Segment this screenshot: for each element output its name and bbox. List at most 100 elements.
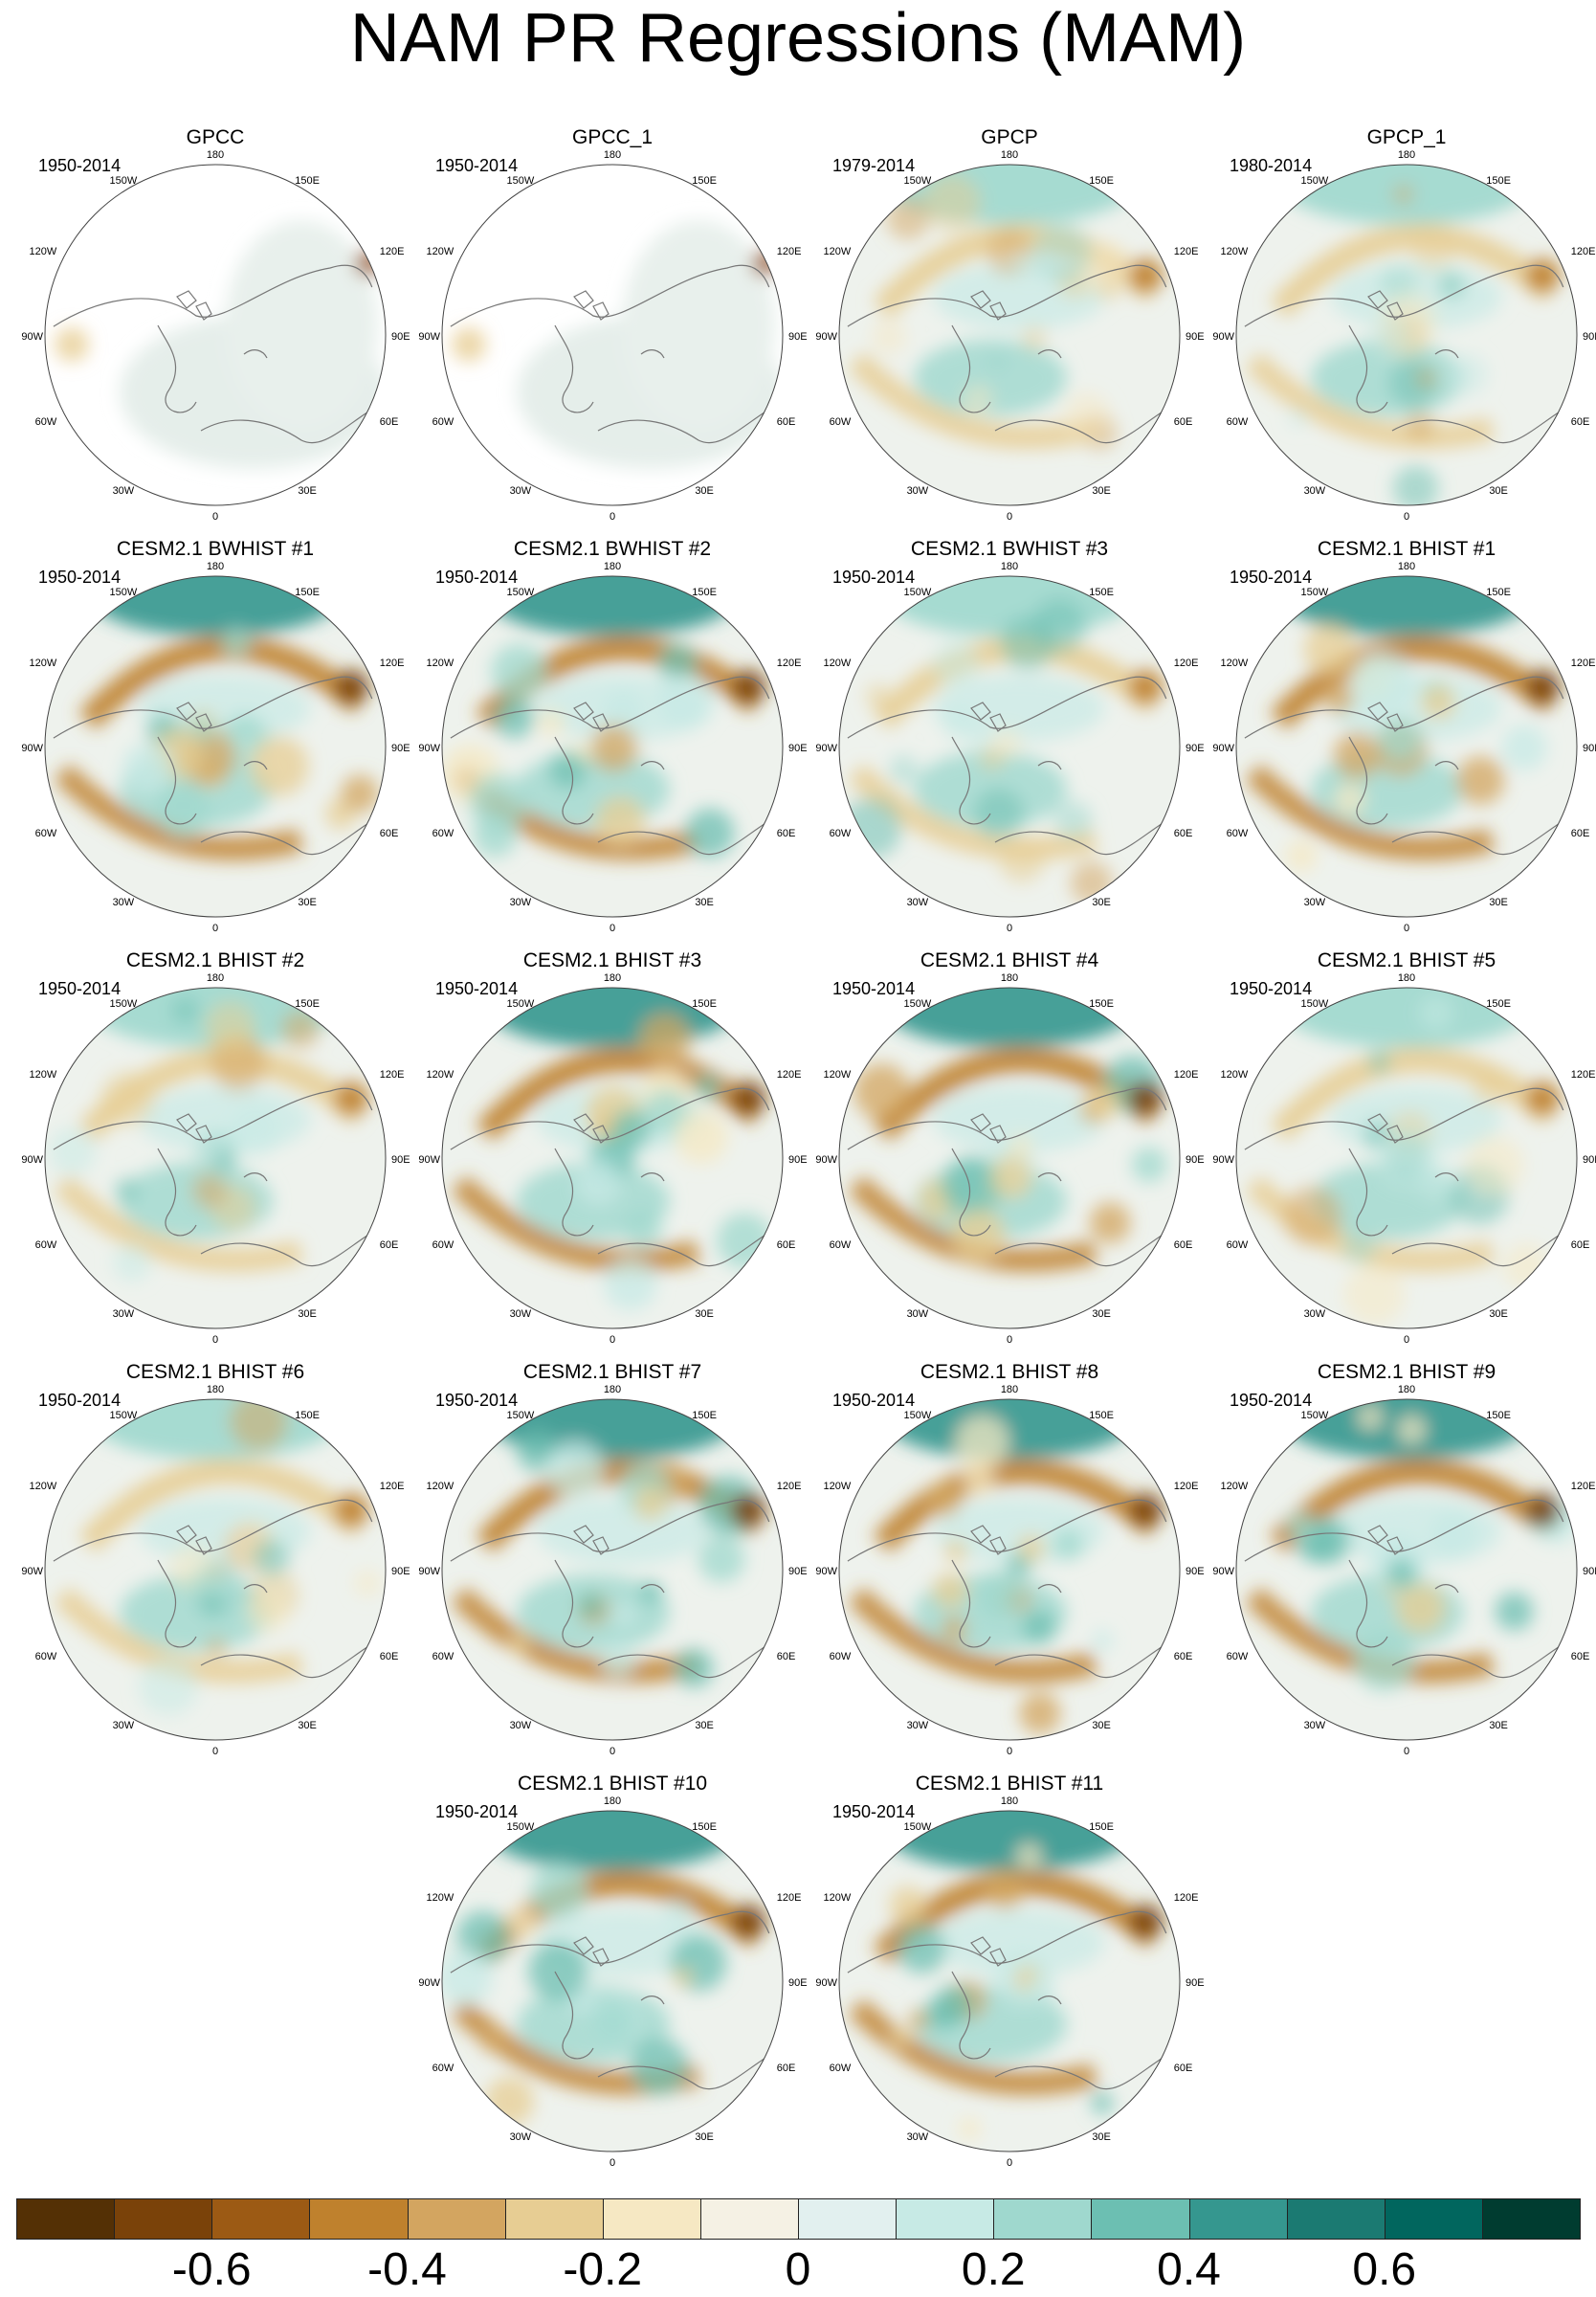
map-panel: CESM2.1 BHIST #11 1950-2014 180 0 90W 90E 150W…: [815, 1766, 1204, 2173]
map-panel: GPCC 1950-2014 180 0 90W 90E 150W 150E 120W 120E 6…: [21, 120, 410, 526]
longitude-label: 0: [609, 923, 616, 934]
longitude-label: 90E: [1186, 743, 1205, 754]
longitude-label: 30W: [112, 897, 135, 909]
longitude-label: 60W: [34, 1651, 57, 1663]
longitude-label: 180: [1000, 149, 1019, 161]
map-panel: CESM2.1 BHIST #3 1950-2014 180 0 90W 90E 150W 1…: [418, 943, 807, 1349]
longitude-label: 60W: [829, 2063, 852, 2075]
panel-title: GPCC_1: [571, 126, 654, 148]
longitude-label: 60W: [432, 1651, 454, 1663]
polar-map: [44, 1398, 387, 1741]
colorbar-swatch: [602, 2198, 701, 2240]
longitude-label: 90W: [1212, 1566, 1234, 1577]
longitude-label: 90W: [21, 1154, 43, 1166]
longitude-label: 150W: [1300, 1410, 1329, 1422]
longitude-label: 30E: [1489, 485, 1508, 498]
colorbar-swatch: [1384, 2198, 1483, 2240]
longitude-label: 180: [603, 561, 622, 572]
map-panel: CESM2.1 BHIST #7 1950-2014 180 0 90W 90E 150W 1…: [418, 1354, 807, 1761]
map-panel: CESM2.1 BHIST #10 1950-2014 180 0 90W 90E 150W…: [418, 1766, 807, 2173]
longitude-label: 90W: [21, 331, 43, 343]
longitude-label: 150W: [506, 1821, 535, 1834]
polar-map: [1235, 164, 1578, 506]
longitude-label: 150E: [692, 998, 717, 1011]
longitude-label: 150W: [506, 587, 535, 599]
longitude-label: 90E: [391, 743, 410, 754]
longitude-label: 0: [1403, 1334, 1410, 1346]
longitude-label: 30E: [1092, 485, 1111, 498]
polar-map: [838, 575, 1181, 918]
longitude-label: 0: [1006, 1746, 1013, 1757]
longitude-label: 90W: [1212, 743, 1234, 754]
longitude-label: 120W: [29, 1069, 57, 1082]
longitude-label: 90E: [1186, 1977, 1205, 1989]
longitude-label: 90W: [815, 1977, 837, 1989]
longitude-label: 90W: [1212, 331, 1234, 343]
longitude-label: 120W: [823, 658, 852, 670]
longitude-label: 120E: [776, 658, 802, 670]
longitude-label: 90W: [815, 1566, 837, 1577]
polar-map: [44, 987, 387, 1329]
longitude-label: 120W: [29, 246, 57, 258]
colorbar-tick-label: -0.6: [171, 2244, 252, 2295]
panel-title: CESM2.1 BHIST #6: [125, 1361, 305, 1383]
longitude-label: 0: [211, 511, 219, 523]
longitude-label: 60W: [829, 1651, 852, 1663]
panel-period: 1950-2014: [435, 1802, 519, 1821]
longitude-label: 90E: [1583, 1154, 1596, 1166]
longitude-label: 120W: [1220, 1069, 1249, 1082]
longitude-label: 90E: [1583, 1566, 1596, 1577]
longitude-label: 30E: [298, 1720, 317, 1732]
longitude-label: 60E: [1570, 1651, 1590, 1663]
longitude-label: 90E: [1583, 743, 1596, 754]
longitude-label: 90E: [1186, 1566, 1205, 1577]
longitude-label: 120W: [426, 658, 454, 670]
longitude-label: 120W: [426, 246, 454, 258]
polar-map: [44, 164, 387, 506]
longitude-label: 120E: [379, 246, 405, 258]
colorbar-swatch: [114, 2198, 213, 2240]
colorbar-swatch: [1481, 2198, 1581, 2240]
longitude-label: 150E: [1486, 998, 1511, 1011]
longitude-label: 30E: [1092, 1720, 1111, 1732]
colorbar-swatch: [504, 2198, 604, 2240]
longitude-label: 60E: [379, 1651, 399, 1663]
longitude-label: 180: [1397, 149, 1416, 161]
panel-period: 1950-2014: [38, 568, 122, 587]
longitude-label: 0: [1403, 923, 1410, 934]
map-panel: GPCP 1979-2014 180 0 90W 90E 150W 150E 120W 120E 6…: [815, 120, 1204, 526]
longitude-label: 90W: [21, 1566, 43, 1577]
longitude-label: 150E: [1486, 1410, 1511, 1422]
longitude-label: 150E: [692, 1821, 717, 1834]
longitude-label: 60W: [432, 416, 454, 429]
longitude-label: 120E: [776, 1481, 802, 1493]
longitude-label: 90W: [1212, 1154, 1234, 1166]
panel-title: GPCP_1: [1366, 126, 1447, 148]
panel-period: 1950-2014: [832, 1802, 916, 1821]
longitude-label: 180: [603, 1384, 622, 1395]
longitude-label: 60E: [379, 828, 399, 840]
panel-period: 1950-2014: [435, 979, 519, 998]
panel-period: 1980-2014: [1230, 156, 1313, 175]
panel-period: 1950-2014: [832, 979, 916, 998]
longitude-label: 120W: [426, 1069, 454, 1082]
longitude-label: 30E: [1489, 897, 1508, 909]
longitude-label: 180: [1397, 561, 1416, 572]
panel-title: CESM2.1 BHIST #7: [522, 1361, 702, 1383]
panel-title: GPCC: [186, 126, 245, 148]
panel-title: CESM2.1 BHIST #3: [522, 949, 702, 971]
longitude-label: 90W: [418, 1977, 440, 1989]
longitude-label: 60E: [1173, 828, 1193, 840]
longitude-label: 30E: [695, 897, 714, 909]
longitude-label: 150W: [903, 587, 932, 599]
longitude-label: 150W: [506, 175, 535, 188]
longitude-label: 90E: [788, 1566, 808, 1577]
longitude-label: 60E: [776, 1651, 796, 1663]
longitude-label: 90W: [21, 743, 43, 754]
longitude-label: 60E: [379, 416, 399, 429]
longitude-label: 120E: [776, 1892, 802, 1905]
longitude-label: 0: [609, 1746, 616, 1757]
polar-map: [441, 164, 784, 506]
longitude-label: 120E: [1173, 1481, 1199, 1493]
longitude-label: 30W: [906, 1720, 929, 1732]
